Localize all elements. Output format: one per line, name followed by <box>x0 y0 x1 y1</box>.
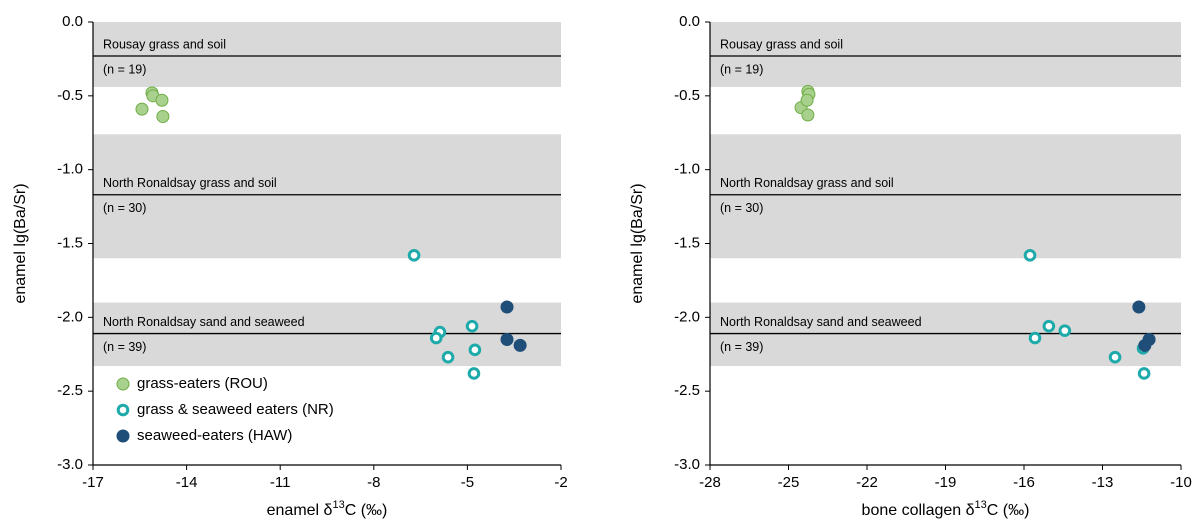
band <box>710 22 1181 87</box>
point <box>1042 319 1056 333</box>
y-tick-label: -3.0 <box>674 456 700 473</box>
x-axis-title: bone collagen δ13C (‰) <box>862 499 1030 519</box>
legend-label: grass-eaters (ROU) <box>137 375 268 392</box>
point <box>407 249 421 262</box>
chart-panel: Rousay grass and soil (n = 19) North Ronal… <box>12 13 567 519</box>
point <box>500 300 514 314</box>
point <box>465 319 479 333</box>
band-count: (n = 39) <box>103 340 146 354</box>
band-label: North Ronaldsay grass and soil <box>720 176 894 190</box>
x-axis-title-part: enamel δ <box>267 502 333 519</box>
point <box>1023 249 1037 262</box>
x-tick-label: -13 <box>1092 474 1114 491</box>
x-axis-title-part: bone collagen δ <box>862 502 975 519</box>
point <box>800 93 814 107</box>
x-tick-label: -11 <box>270 474 291 491</box>
band <box>710 134 1181 259</box>
band-count: (n = 19) <box>720 62 763 76</box>
y-tick-label: -1.0 <box>57 161 83 178</box>
band-label: North Ronaldsay sand and seaweed <box>720 315 922 329</box>
y-tick-label: -2.5 <box>57 382 83 399</box>
point <box>1108 350 1122 364</box>
x-tick-label: -5 <box>461 474 474 491</box>
x-tick-label: -22 <box>856 474 878 491</box>
x-tick-label: -17 <box>82 474 104 491</box>
point <box>155 93 169 107</box>
point <box>1132 300 1146 314</box>
y-tick-label: 0.0 <box>62 13 83 30</box>
band-count: (n = 19) <box>103 62 146 76</box>
legend-marker <box>116 377 130 391</box>
band <box>93 134 561 259</box>
point <box>441 350 455 364</box>
band-label: North Ronaldsay grass and soil <box>103 176 277 190</box>
point <box>135 102 149 116</box>
y-tick-label: -1.0 <box>674 161 700 178</box>
x-axis-title-part: 13 <box>975 499 987 511</box>
band-label: Rousay grass and soil <box>720 37 843 51</box>
point <box>801 108 815 122</box>
band-count: (n = 30) <box>720 201 763 215</box>
y-tick-label: -2.0 <box>674 308 700 325</box>
legend-marker <box>116 403 130 417</box>
y-tick-label: -0.5 <box>57 87 83 104</box>
band-count: (n = 39) <box>720 340 763 354</box>
point <box>468 343 482 357</box>
y-tick-label: -2.0 <box>57 308 83 325</box>
x-axis-title-part: C (‰) <box>987 502 1030 519</box>
point <box>1058 324 1072 337</box>
x-tick-label: -10 <box>1170 474 1192 491</box>
point <box>1137 367 1151 380</box>
y-tick-label: 0.0 <box>679 13 700 30</box>
point <box>429 331 443 345</box>
band-label: Rousay grass and soil <box>103 37 226 51</box>
band <box>710 302 1181 367</box>
x-axis-title-part: C (‰) <box>345 502 388 519</box>
point <box>500 332 514 346</box>
x-axis-title-part: 13 <box>332 499 344 511</box>
point <box>156 110 170 124</box>
x-tick-label: -28 <box>699 474 721 491</box>
y-axis-title: enamel lg(Ba/Sr) <box>629 183 646 303</box>
x-tick-label: -2 <box>554 474 567 491</box>
y-axis-title: enamel lg(Ba/Sr) <box>12 183 29 303</box>
y-tick-label: -0.5 <box>674 87 700 104</box>
point <box>1142 332 1156 346</box>
x-tick-label: -25 <box>778 474 800 491</box>
y-tick-label: -2.5 <box>674 382 700 399</box>
legend-label: seaweed-eaters (HAW) <box>137 427 292 444</box>
band-label: North Ronaldsay sand and seaweed <box>103 315 305 329</box>
point <box>467 367 481 380</box>
band-count: (n = 30) <box>103 201 146 215</box>
x-axis-title: enamel δ13C (‰) <box>267 499 388 519</box>
band <box>93 22 561 87</box>
y-tick-label: -1.5 <box>674 234 700 251</box>
chart-panel: Rousay grass and soil (n = 19) North Ronal… <box>629 13 1192 519</box>
point <box>1028 331 1042 345</box>
x-tick-label: -14 <box>176 474 198 491</box>
band <box>93 302 561 367</box>
y-tick-label: -1.5 <box>57 234 83 251</box>
x-tick-label: -8 <box>367 474 380 491</box>
legend-marker <box>116 429 130 443</box>
legend-label: grass & seaweed eaters (NR) <box>137 401 334 418</box>
x-tick-label: -16 <box>1013 474 1035 491</box>
point <box>513 338 527 352</box>
y-tick-label: -3.0 <box>57 456 83 473</box>
x-tick-label: -19 <box>935 474 957 491</box>
